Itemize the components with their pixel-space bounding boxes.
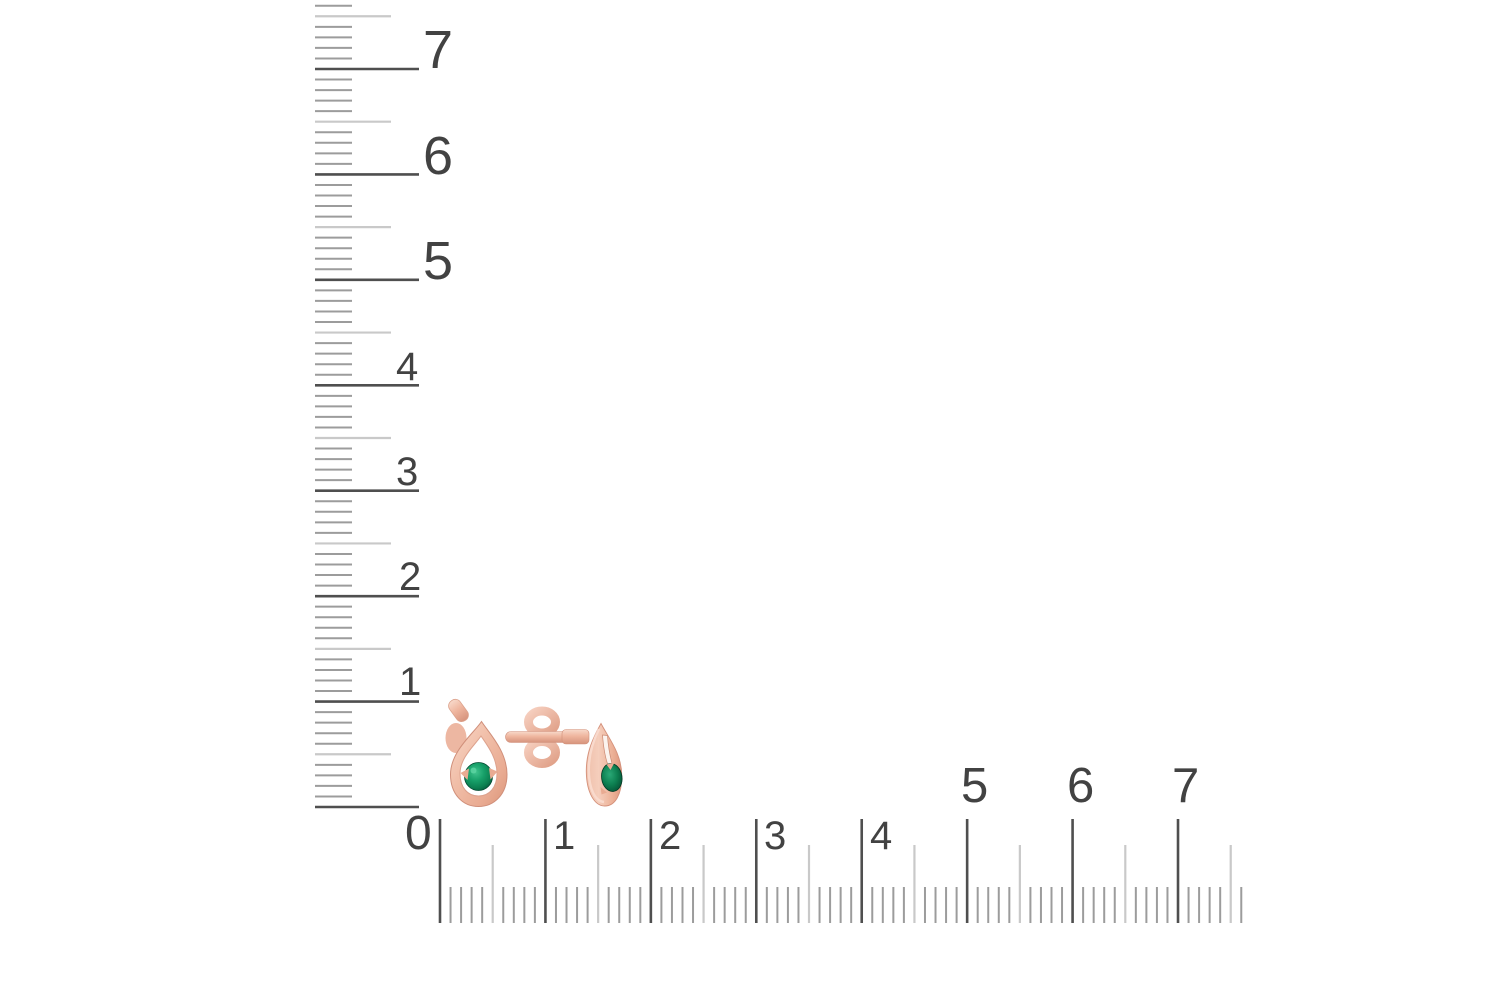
ear-post-collar <box>561 729 590 745</box>
horizontal-ruler-ticks <box>438 819 1243 923</box>
v-ruler-label-7: 7 <box>423 20 454 80</box>
v-ruler-label-2: 2 <box>399 555 422 599</box>
h-ruler-label-6: 6 <box>1067 759 1095 813</box>
h-ruler-label-3: 3 <box>764 814 787 858</box>
emerald-stud-earrings <box>445 698 623 808</box>
h-ruler-label-2: 2 <box>659 814 682 858</box>
right-earring <box>505 706 623 807</box>
h-ruler-label-4: 4 <box>870 814 893 858</box>
butterfly-back-top-loop <box>524 706 560 738</box>
h-ruler-label-5: 5 <box>961 759 989 813</box>
left-earring <box>445 698 508 808</box>
v-ruler-label-6: 6 <box>423 126 454 186</box>
h-ruler-label-7: 7 <box>1172 759 1200 813</box>
gem-prong-right <box>489 768 498 780</box>
teardrop-rim-highlight <box>587 728 605 804</box>
v-ruler-label-4: 4 <box>396 345 419 389</box>
gem-prong-left <box>460 768 469 780</box>
gem-prong-top-side <box>606 762 615 770</box>
v-ruler-label-1: 1 <box>399 660 422 704</box>
emerald-gem-side <box>601 763 623 792</box>
emerald-gem <box>464 762 493 791</box>
v-ruler-label-5: 5 <box>423 231 454 291</box>
gem-sparkle <box>470 767 477 774</box>
ear-post-stub <box>448 698 469 723</box>
vertical-ruler-ticks <box>315 4 419 809</box>
h-ruler-label-1: 1 <box>553 814 576 858</box>
butterfly-back-bottom-loop <box>524 737 560 768</box>
v-ruler-label-3: 3 <box>396 450 419 494</box>
h-ruler-label-0: 0 <box>405 807 432 860</box>
gem-prong-bottom-side <box>600 787 607 795</box>
